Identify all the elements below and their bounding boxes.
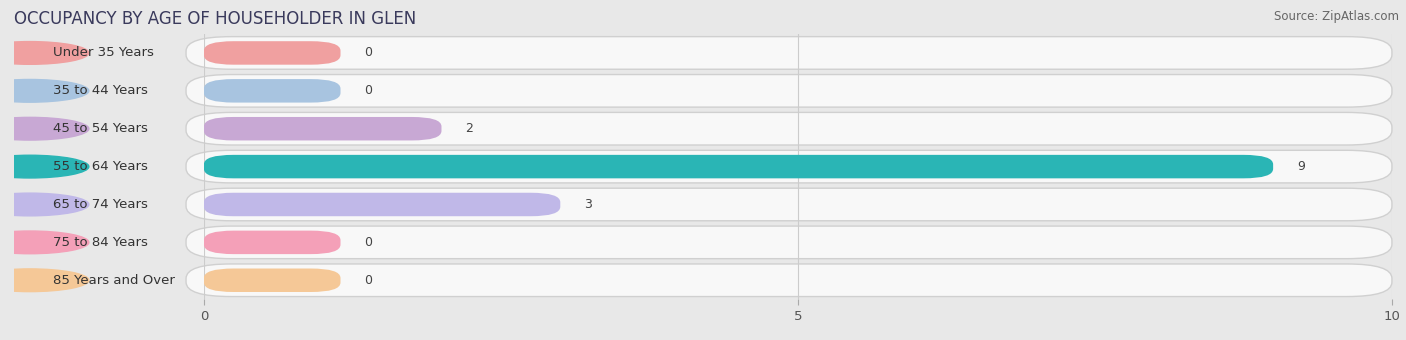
Circle shape — [0, 269, 89, 292]
FancyBboxPatch shape — [204, 41, 340, 65]
Circle shape — [0, 117, 89, 140]
Text: 0: 0 — [364, 274, 373, 287]
Text: 9: 9 — [1296, 160, 1305, 173]
Circle shape — [0, 80, 89, 102]
Circle shape — [0, 193, 89, 216]
FancyBboxPatch shape — [204, 117, 441, 140]
Text: OCCUPANCY BY AGE OF HOUSEHOLDER IN GLEN: OCCUPANCY BY AGE OF HOUSEHOLDER IN GLEN — [14, 10, 416, 28]
Text: 75 to 84 Years: 75 to 84 Years — [53, 236, 148, 249]
Text: 2: 2 — [465, 122, 474, 135]
Text: 35 to 44 Years: 35 to 44 Years — [53, 84, 148, 97]
Text: Under 35 Years: Under 35 Years — [53, 47, 155, 60]
Circle shape — [0, 155, 89, 178]
FancyBboxPatch shape — [186, 188, 1392, 221]
Circle shape — [0, 41, 89, 64]
Text: 0: 0 — [364, 84, 373, 97]
FancyBboxPatch shape — [204, 269, 340, 292]
Text: 0: 0 — [364, 47, 373, 60]
FancyBboxPatch shape — [204, 193, 561, 216]
FancyBboxPatch shape — [186, 74, 1392, 107]
FancyBboxPatch shape — [186, 226, 1392, 259]
Circle shape — [0, 231, 89, 254]
Text: 3: 3 — [583, 198, 592, 211]
Text: 45 to 54 Years: 45 to 54 Years — [53, 122, 148, 135]
Text: 55 to 64 Years: 55 to 64 Years — [53, 160, 148, 173]
FancyBboxPatch shape — [204, 231, 340, 254]
Text: 0: 0 — [364, 236, 373, 249]
FancyBboxPatch shape — [186, 150, 1392, 183]
Text: 65 to 74 Years: 65 to 74 Years — [53, 198, 148, 211]
FancyBboxPatch shape — [204, 155, 1274, 179]
Text: Source: ZipAtlas.com: Source: ZipAtlas.com — [1274, 10, 1399, 23]
FancyBboxPatch shape — [204, 79, 340, 103]
FancyBboxPatch shape — [186, 264, 1392, 296]
FancyBboxPatch shape — [186, 113, 1392, 145]
Text: 85 Years and Over: 85 Years and Over — [53, 274, 176, 287]
FancyBboxPatch shape — [186, 37, 1392, 69]
